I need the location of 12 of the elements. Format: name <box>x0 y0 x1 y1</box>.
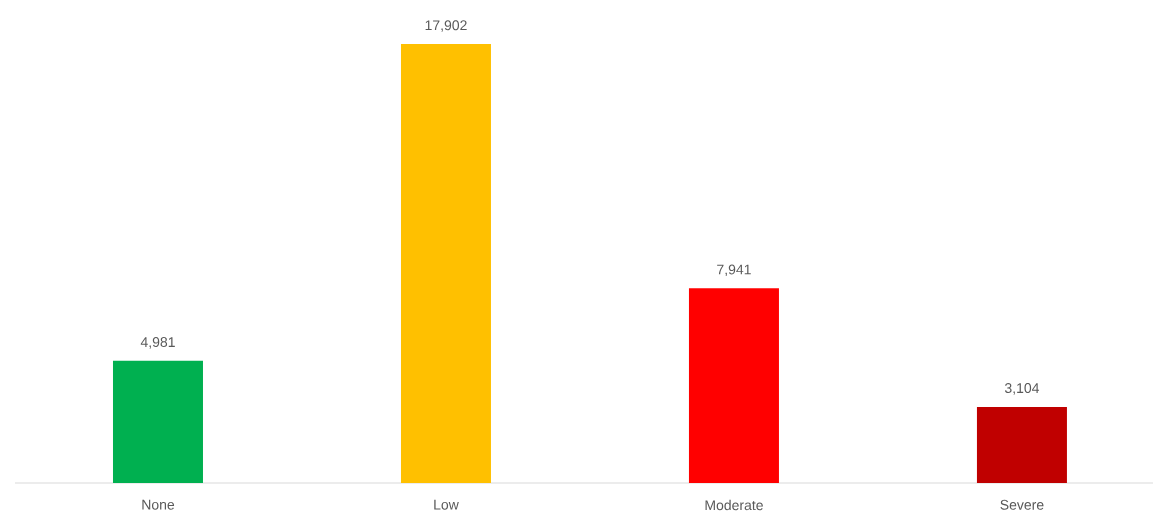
bar <box>688 288 779 483</box>
data-label: 17,902 <box>425 20 467 32</box>
x-tick-label: None <box>142 499 175 510</box>
x-tick-label: Severe <box>1000 499 1044 510</box>
data-label: 3,104 <box>1004 383 1040 395</box>
data-label: 4,981 <box>140 337 175 349</box>
x-tick-label: Moderate <box>705 499 763 511</box>
bar <box>112 360 203 483</box>
data-label: 7,941 <box>717 264 751 277</box>
bar <box>976 406 1067 483</box>
bar <box>400 44 491 483</box>
x-tick-label: Low <box>434 499 459 510</box>
